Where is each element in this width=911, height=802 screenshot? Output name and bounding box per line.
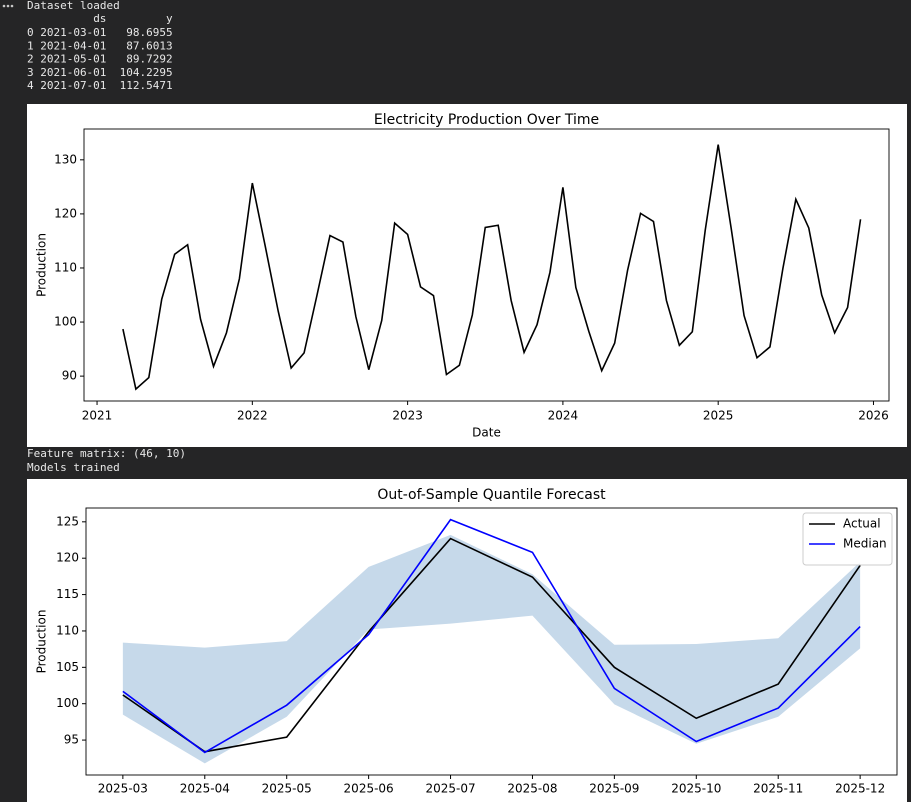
x-tick-label: 2022: [237, 409, 268, 423]
y-tick-label: 100: [56, 696, 79, 710]
y-tick-label: 95: [64, 733, 79, 747]
y-tick-label: 105: [56, 660, 79, 674]
x-tick-label: 2023: [392, 409, 423, 423]
table-cell: 87.6013: [126, 39, 172, 52]
y-tick-label: 120: [56, 551, 79, 565]
table-cell: 89.7292: [126, 53, 172, 66]
table-cell: 2021-04-01: [40, 39, 106, 52]
log-line: Dataset loaded: [27, 0, 120, 12]
chart-background: [27, 104, 907, 447]
table-index: 0: [27, 26, 34, 39]
table-index: 2: [27, 53, 34, 66]
x-tick-label: 2025-03: [98, 782, 148, 796]
x-tick-label: 2021: [82, 409, 113, 423]
y-axis-label: Production: [35, 610, 49, 674]
plot-frame: [85, 507, 898, 776]
y-tick-label: 125: [56, 514, 79, 528]
x-axis-label: Date: [472, 426, 501, 440]
table-index: 1: [27, 39, 34, 52]
x-tick-label: 2025-11: [753, 782, 803, 796]
log-line: Feature matrix: (46, 10): [27, 447, 186, 460]
chart-title: Electricity Production Over Time: [374, 112, 599, 128]
table-index: 3: [27, 66, 34, 79]
x-tick-label: 2026: [858, 409, 889, 423]
table-cell: 98.6955: [126, 26, 172, 39]
y-tick-label: 120: [54, 206, 77, 220]
table-cell: 2021-05-01: [40, 53, 106, 66]
legend-box: [802, 512, 893, 566]
table-cell: 112.5471: [120, 79, 173, 92]
y-tick-label: 100: [54, 315, 77, 329]
table-header: y: [166, 12, 173, 25]
x-tick-label: 2025-09: [589, 782, 639, 796]
y-tick-label: 90: [62, 369, 77, 383]
plot-frame: [83, 128, 890, 402]
x-tick-label: 2025-06: [344, 782, 394, 796]
table-cell: 2021-03-01: [40, 26, 106, 39]
x-tick-label: 2025-05: [262, 782, 312, 796]
x-tick-label: 2025-12: [835, 782, 885, 796]
y-tick-label: 110: [54, 260, 77, 274]
table-header: ds: [93, 12, 106, 25]
y-tick-label: 115: [56, 587, 79, 601]
series-line: [122, 537, 861, 753]
output-gutter-icon: [2, 4, 14, 8]
table-cell: 2021-07-01: [40, 79, 106, 92]
y-tick-label: 110: [56, 623, 79, 637]
series-line: [122, 518, 861, 754]
log-line: Models trained: [27, 461, 120, 474]
x-tick-label: 2025-10: [671, 782, 721, 796]
legend-label: Median: [843, 537, 887, 551]
y-tick-label: 130: [54, 152, 77, 166]
x-tick-label: 2025-07: [425, 782, 475, 796]
chart-title: Out-of-Sample Quantile Forecast: [377, 487, 606, 503]
series-line: [122, 144, 862, 391]
y-axis-label: Production: [35, 233, 49, 297]
legend-label: Actual: [843, 517, 881, 531]
x-tick-label: 2025-04: [180, 782, 230, 796]
table-cell: 2021-06-01: [40, 66, 106, 79]
x-tick-label: 2025-08: [507, 782, 557, 796]
table-cell: 104.2295: [120, 66, 173, 79]
x-tick-label: 2025: [703, 409, 734, 423]
table-index: 4: [27, 79, 34, 92]
x-tick-label: 2024: [548, 409, 579, 423]
